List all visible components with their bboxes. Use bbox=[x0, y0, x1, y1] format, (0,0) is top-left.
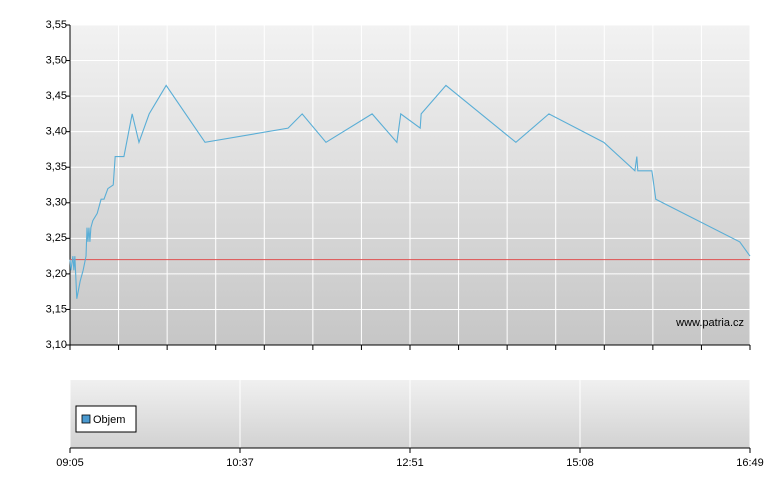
x-tick-label: 15:08 bbox=[566, 457, 594, 469]
y-tick-label: 3,15 bbox=[46, 303, 67, 315]
x-tick-label: 10:37 bbox=[226, 457, 254, 469]
x-tick-label: 12:51 bbox=[396, 457, 424, 469]
y-tick-label: 3,45 bbox=[46, 90, 67, 102]
x-tick-label: 09:05 bbox=[56, 457, 84, 469]
chart-layer: 3,10 3,15 3,20 3,25 3,30 3,35 3,40 3,45 3,50 3,55… bbox=[46, 19, 764, 469]
x-tick-label: 16:49 bbox=[736, 457, 764, 469]
y-tick-label: 3,55 bbox=[46, 19, 67, 31]
y-tick-label: 3,20 bbox=[46, 268, 67, 280]
price-line bbox=[69, 84, 751, 299]
legend-label: Objem bbox=[93, 414, 125, 426]
y-tick-label: 3,35 bbox=[46, 161, 67, 173]
legend-swatch bbox=[81, 414, 91, 424]
y-tick-label: 3,25 bbox=[46, 232, 67, 244]
y-tick-label: 3,50 bbox=[46, 54, 67, 66]
y-tick-label: 3,10 bbox=[46, 339, 67, 351]
y-tick-label: 3,40 bbox=[46, 126, 67, 138]
watermark: www.patria.cz bbox=[675, 317, 744, 329]
y-tick-label: 3,30 bbox=[46, 197, 67, 209]
